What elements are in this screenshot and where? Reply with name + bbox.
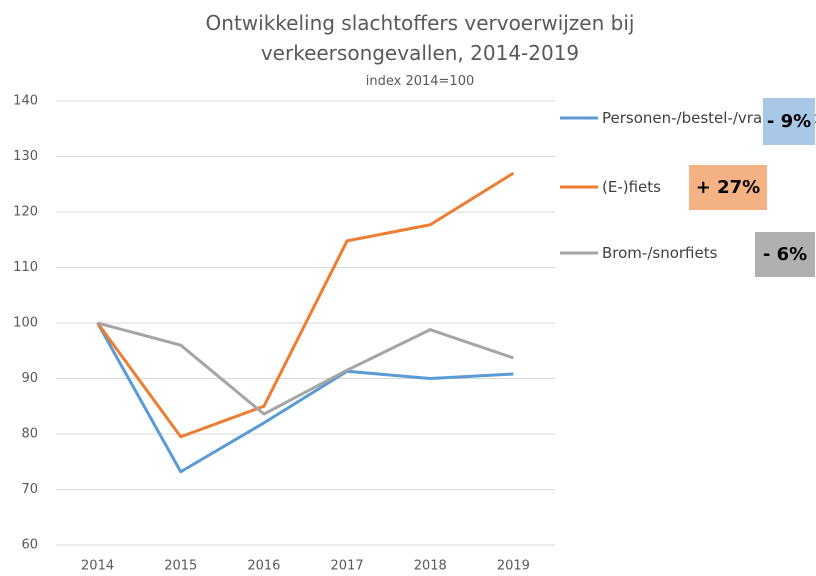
annotation: - 9% [763,98,815,145]
y-tick-label: 140 [13,94,38,109]
y-tick-label: 60 [21,538,38,553]
x-tick-label: 2016 [247,559,280,574]
x-tick-label: 2019 [497,559,530,574]
y-tick-label: 80 [21,427,38,442]
y-tick-label: 100 [13,316,38,331]
x-tick-label: 2017 [331,559,364,574]
y-tick-label: 130 [13,149,38,164]
annotation: + 27% [689,165,767,210]
line-series [96,171,515,439]
y-tick-label: 110 [13,260,38,275]
line-series [97,321,514,416]
x-tick-label: 2015 [164,559,197,574]
annotation: - 6% [755,232,815,277]
x-tick-label: 2014 [81,559,114,574]
y-tick-label: 90 [21,371,38,386]
y-tick-label: 120 [13,205,38,220]
line-series [96,322,514,474]
x-tick-label: 2018 [414,559,447,574]
legend-label: (E-)fiets [602,178,661,196]
chart-title: Ontwikkeling slachtoffers vervoerwijzen … [205,11,635,65]
chart-subtitle: index 2014=100 [365,74,475,89]
y-tick-label: 70 [21,482,38,497]
legend-label: Personen-/bestel-/vrachtauto [602,109,816,127]
legend-label: Brom-/snorfiets [602,244,718,262]
